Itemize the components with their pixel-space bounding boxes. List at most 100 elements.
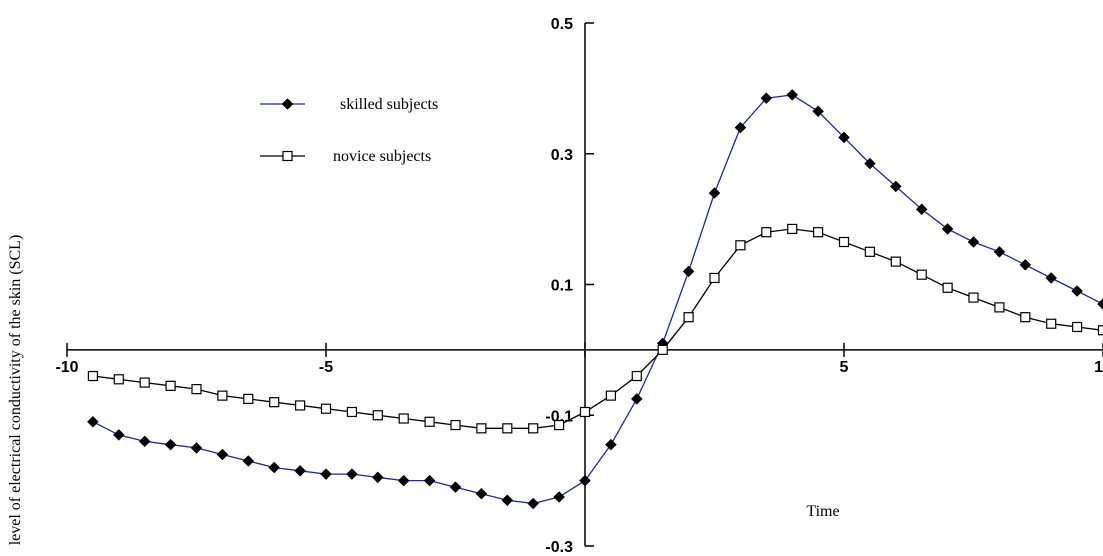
data-point bbox=[87, 415, 99, 428]
legend-label: skilled subjects bbox=[340, 96, 438, 113]
data-point bbox=[631, 370, 642, 382]
data-point bbox=[295, 400, 306, 411]
data-point bbox=[282, 150, 293, 162]
data-point bbox=[527, 497, 540, 510]
data-point bbox=[864, 246, 876, 257]
data-point bbox=[630, 393, 643, 405]
y-tick-label: 0.5 bbox=[551, 16, 573, 33]
data-point bbox=[553, 491, 565, 503]
data-point bbox=[889, 180, 902, 193]
data-point bbox=[967, 236, 980, 248]
data-point bbox=[216, 448, 229, 461]
legend-item: skilled subjects bbox=[260, 96, 438, 113]
data-point bbox=[112, 429, 125, 441]
x-tick-label: -10 bbox=[55, 359, 78, 376]
data-point bbox=[1020, 312, 1031, 323]
series-novice bbox=[87, 223, 1103, 434]
data-point bbox=[269, 397, 280, 408]
data-point bbox=[138, 435, 151, 448]
data-point bbox=[890, 256, 901, 267]
data-point bbox=[475, 487, 488, 500]
data-point bbox=[528, 423, 539, 434]
data-point bbox=[838, 131, 850, 144]
data-point bbox=[320, 468, 332, 480]
data-point bbox=[579, 474, 591, 487]
data-point bbox=[268, 461, 281, 474]
legend: skilled subjects novice subjects bbox=[260, 96, 438, 165]
ticks: -10-55100.50.30.1-0.1-0.3 bbox=[55, 16, 1103, 556]
data-point bbox=[682, 265, 695, 278]
data-point bbox=[786, 89, 799, 101]
data-point bbox=[683, 312, 694, 323]
data-point bbox=[320, 403, 332, 414]
data-point bbox=[605, 438, 617, 451]
x-axis-label: Time bbox=[806, 503, 839, 520]
data-point bbox=[139, 377, 150, 388]
data-point bbox=[941, 223, 954, 235]
data-point bbox=[1071, 321, 1083, 333]
data-point bbox=[449, 481, 462, 494]
series-line bbox=[92, 228, 1103, 429]
series-layer bbox=[87, 89, 1103, 510]
y-tick-label: 0.3 bbox=[551, 147, 573, 164]
data-point bbox=[502, 423, 513, 434]
y-axis-label: level of electrical conductivity of the … bbox=[7, 235, 24, 546]
data-point bbox=[397, 474, 410, 487]
x-tick-label: 5 bbox=[840, 359, 849, 376]
data-point bbox=[916, 269, 927, 280]
data-point bbox=[164, 438, 177, 451]
data-point bbox=[190, 442, 203, 454]
data-point bbox=[281, 98, 294, 110]
x-tick-label: 10 bbox=[1094, 359, 1103, 376]
data-point bbox=[294, 464, 306, 477]
data-point bbox=[812, 227, 824, 238]
data-point bbox=[838, 236, 850, 248]
data-point bbox=[346, 468, 358, 480]
data-point bbox=[1097, 298, 1103, 310]
data-point bbox=[372, 410, 383, 421]
data-point bbox=[657, 344, 668, 355]
data-point bbox=[1045, 272, 1058, 284]
data-point bbox=[191, 384, 202, 395]
data-point bbox=[242, 455, 255, 467]
data-point bbox=[346, 406, 357, 418]
legend-label: novice subjects bbox=[333, 148, 431, 165]
series-line bbox=[92, 94, 1103, 505]
data-point bbox=[398, 413, 409, 424]
data-point bbox=[708, 187, 721, 199]
data-point bbox=[1046, 318, 1057, 329]
data-point bbox=[734, 121, 747, 134]
data-point bbox=[787, 223, 798, 235]
data-point bbox=[760, 92, 773, 105]
series-skilled bbox=[87, 89, 1103, 510]
data-point bbox=[87, 370, 99, 382]
data-point bbox=[735, 240, 746, 251]
data-point bbox=[812, 105, 824, 118]
data-point bbox=[243, 393, 254, 405]
legend-item: novice subjects bbox=[260, 148, 431, 165]
data-point bbox=[423, 474, 436, 487]
data-point bbox=[1071, 285, 1083, 297]
data-point bbox=[217, 390, 228, 401]
data-point bbox=[1097, 325, 1103, 336]
data-point bbox=[605, 390, 617, 401]
data-point bbox=[450, 419, 461, 431]
data-point bbox=[371, 471, 384, 484]
data-point bbox=[942, 282, 953, 293]
data-point bbox=[165, 380, 176, 391]
data-point bbox=[553, 419, 565, 431]
data-point bbox=[915, 203, 928, 216]
data-point bbox=[501, 494, 514, 507]
data-point bbox=[709, 272, 720, 284]
y-tick-label: 0.1 bbox=[551, 278, 573, 295]
data-point bbox=[968, 292, 979, 303]
data-point bbox=[994, 302, 1005, 313]
data-point bbox=[761, 227, 772, 238]
x-tick-label: -5 bbox=[319, 359, 333, 376]
data-point bbox=[579, 406, 591, 418]
data-point bbox=[864, 157, 876, 170]
data-point bbox=[993, 245, 1006, 258]
data-point bbox=[476, 423, 487, 434]
data-point bbox=[113, 374, 124, 385]
